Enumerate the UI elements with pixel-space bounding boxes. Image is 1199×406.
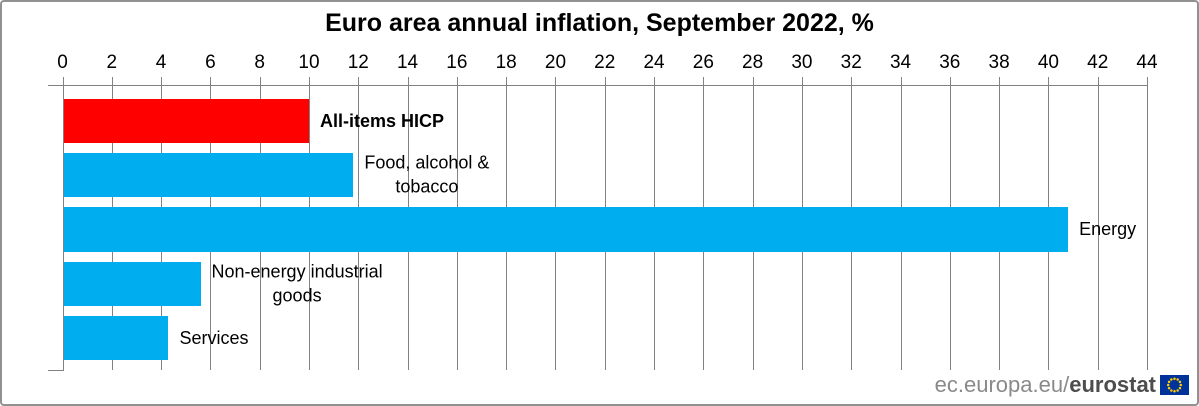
- x-tick-label: 34: [889, 52, 912, 73]
- bar-energy: [63, 207, 1069, 252]
- x-tick-label: 44: [1136, 52, 1158, 73]
- x-tick-label: 18: [495, 52, 517, 73]
- x-tick-label: 12: [347, 52, 369, 73]
- x-tick-label: 36: [939, 52, 961, 73]
- gridline: [62, 77, 64, 370]
- category-axis-bottom-tick: [48, 370, 64, 371]
- x-tick-label: 6: [205, 52, 216, 73]
- bar-label-energy: Energy: [1079, 219, 1137, 240]
- bar-all-items-hicp: [63, 98, 309, 143]
- bar-food-alcohol-tobacco: [63, 152, 354, 198]
- bar-label-services: Services: [179, 328, 249, 349]
- x-tick-label: 26: [692, 52, 714, 73]
- x-tick-label: 38: [988, 52, 1010, 73]
- gridline: [1097, 77, 1099, 370]
- eu-flag-icon: [1160, 375, 1189, 395]
- x-tick-label: 10: [298, 52, 320, 73]
- x-tick-label: 24: [643, 52, 665, 73]
- bar-label-all-items-hicp: All-items HICP: [319, 110, 444, 131]
- bar-label-non-energy-industrial-goods: Non-energy industrial goods: [211, 261, 383, 306]
- watermark-site-brand: eurostat: [1069, 372, 1156, 397]
- x-tick-label: 28: [742, 52, 764, 73]
- x-tick-label: 0: [57, 52, 68, 73]
- x-tick-label: 2: [106, 52, 118, 73]
- x-tick-label: 4: [155, 52, 167, 73]
- x-tick-label: 16: [446, 52, 468, 73]
- x-tick-label: 42: [1087, 52, 1109, 73]
- x-tick-label: 32: [840, 52, 862, 73]
- bar-non-energy-industrial-goods: [63, 261, 201, 306]
- chart-title: Euro area annual inflation, September 20…: [325, 9, 874, 37]
- bar-label-food-alcohol-tobacco: Food, alcohol & tobacco: [364, 152, 490, 198]
- x-tick-label: 30: [791, 52, 813, 73]
- gridline: [1147, 77, 1148, 370]
- x-tick-label: 8: [254, 52, 265, 73]
- bar-services: [63, 316, 169, 361]
- value-axis-line: [48, 85, 1148, 86]
- x-tick-label: 20: [544, 52, 567, 73]
- eurostat-watermark: ec.europa.eu/eurostat: [935, 372, 1189, 398]
- x-tick-label: 40: [1037, 52, 1059, 73]
- x-tick-label: 22: [594, 52, 616, 73]
- watermark-site-prefix: ec.europa.eu/: [934, 372, 1070, 397]
- x-tick-label: 14: [396, 52, 419, 73]
